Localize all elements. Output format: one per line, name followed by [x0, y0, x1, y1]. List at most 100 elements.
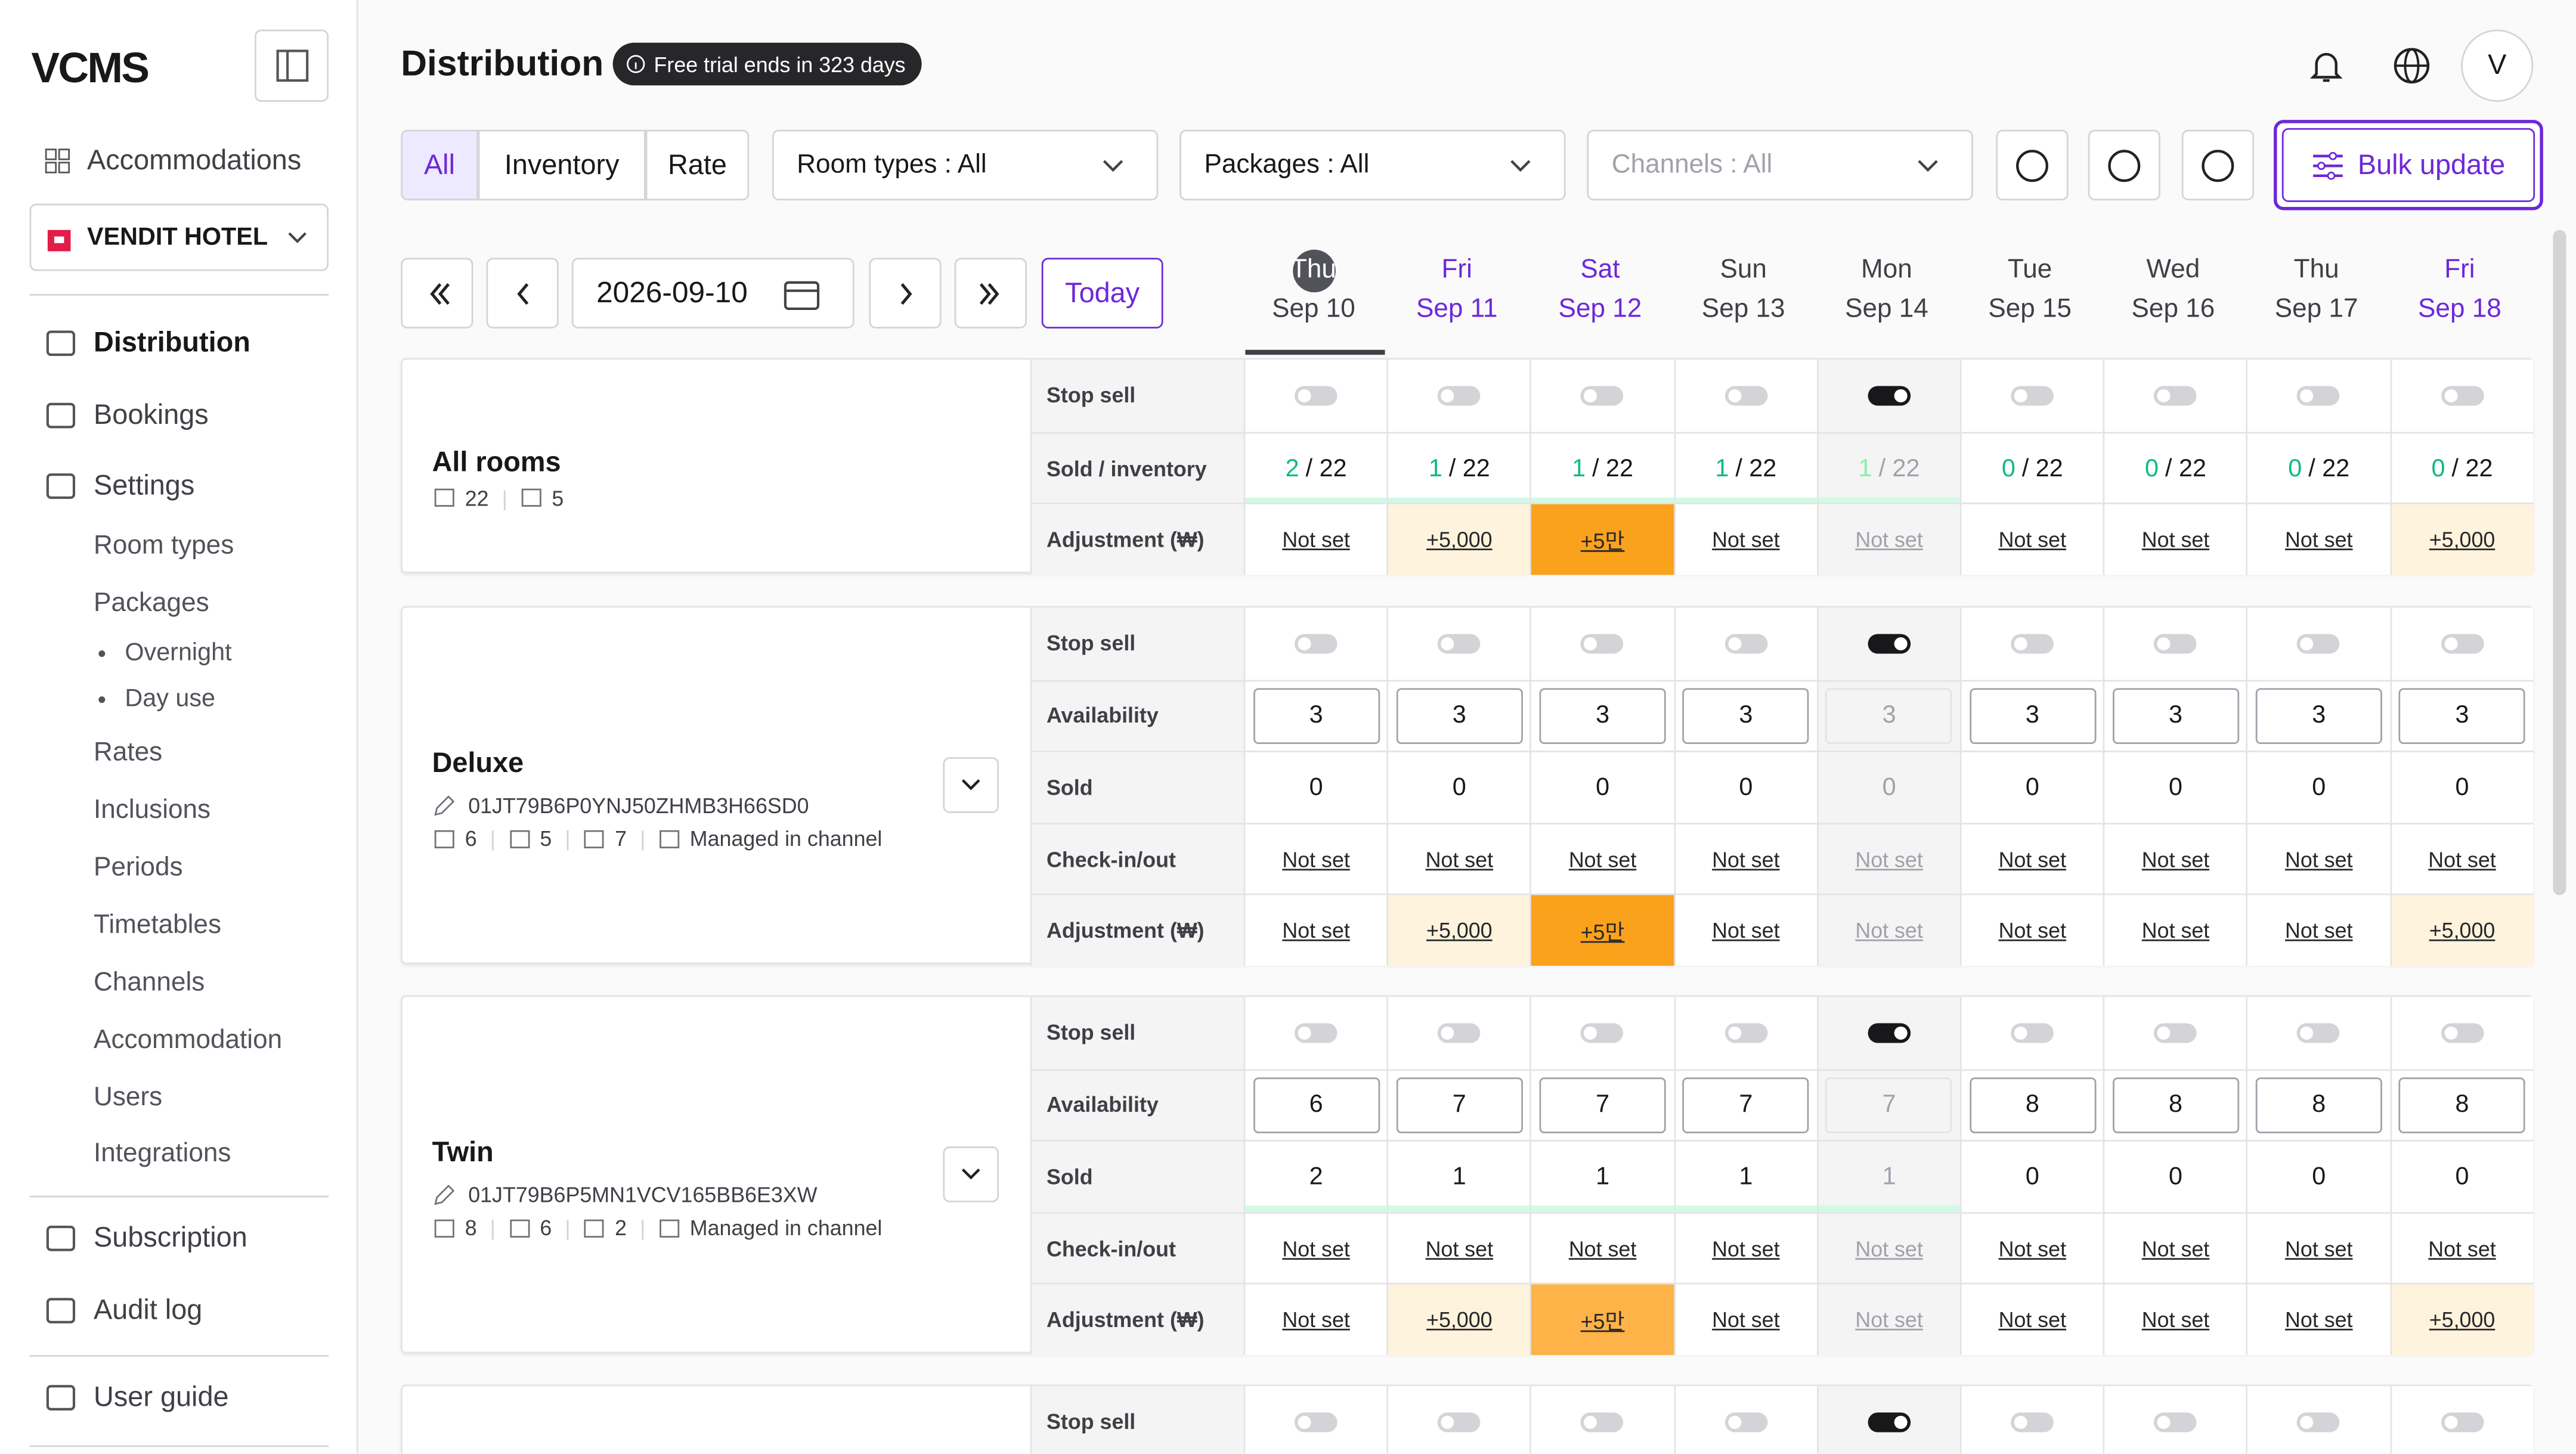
availability-input[interactable]: 7 — [1825, 1077, 1953, 1133]
availability-input[interactable]: 7 — [1539, 1077, 1666, 1133]
day-date[interactable]: Sep 12 — [1558, 295, 1642, 324]
stop-sell-toggle[interactable] — [1581, 633, 1624, 653]
date-step-button[interactable] — [401, 258, 473, 329]
cell-link[interactable]: +5,000 — [2429, 1307, 2496, 1332]
stop-sell-toggle[interactable] — [2297, 633, 2340, 653]
availability-input[interactable]: 8 — [1968, 1077, 2096, 1133]
stop-sell-toggle[interactable] — [2297, 386, 2340, 406]
cell-link[interactable]: Not set — [2285, 847, 2353, 872]
nav-item[interactable]: Bookings — [44, 399, 209, 432]
cell-link[interactable]: Not set — [1282, 918, 1350, 943]
cell-link[interactable]: Not set — [1425, 847, 1494, 872]
settings-item[interactable]: Rates — [94, 739, 163, 767]
day-date[interactable]: Sep 18 — [2418, 295, 2501, 324]
date-step-button[interactable] — [486, 258, 559, 329]
day-date[interactable]: Sep 17 — [2274, 295, 2358, 324]
settings-item[interactable]: Integrations — [94, 1140, 231, 1168]
stop-sell-toggle[interactable] — [2011, 1022, 2054, 1043]
cell-link[interactable]: Not set — [1855, 918, 1923, 943]
cell-link[interactable]: Not set — [1998, 918, 2067, 943]
stop-sell-toggle[interactable] — [1295, 1022, 1337, 1043]
stop-sell-toggle[interactable] — [2441, 1412, 2484, 1432]
stop-sell-toggle[interactable] — [1868, 633, 1911, 653]
tab[interactable]: Rate — [645, 129, 750, 201]
cell-link[interactable]: Not set — [1282, 1307, 1350, 1332]
settings-item[interactable]: Users — [94, 1084, 163, 1112]
cell-link[interactable]: Not set — [1998, 847, 2067, 872]
accommodations-link[interactable]: Accommodations — [44, 144, 301, 177]
cell-link[interactable]: Not set — [1282, 1236, 1350, 1261]
stop-sell-toggle[interactable] — [2441, 386, 2484, 406]
availability-input[interactable]: 7 — [1682, 1077, 1810, 1133]
availability-input[interactable]: 3 — [1825, 688, 1953, 744]
cell-link[interactable]: +5,000 — [2429, 918, 2496, 943]
stop-sell-toggle[interactable] — [1295, 386, 1337, 406]
availability-input[interactable]: 3 — [2112, 688, 2239, 744]
expand-button[interactable] — [943, 757, 999, 813]
cell-link[interactable]: Not set — [1855, 1307, 1923, 1332]
package-item[interactable]: Day use — [125, 684, 216, 713]
filter-select[interactable]: Room types : All — [772, 129, 1159, 201]
availability-input[interactable]: 7 — [1395, 1077, 1523, 1133]
settings-item[interactable]: Periods — [94, 854, 183, 882]
tab[interactable]: All — [401, 129, 478, 201]
settings-item[interactable]: Channels — [94, 969, 205, 997]
cell-link[interactable]: Not set — [1712, 918, 1780, 943]
stop-sell-toggle[interactable] — [2154, 386, 2197, 406]
stop-sell-toggle[interactable] — [2297, 1412, 2340, 1432]
cell-link[interactable]: Not set — [1712, 528, 1780, 553]
refresh-button[interactable] — [2181, 129, 2254, 201]
nav-item[interactable]: User guide — [44, 1381, 229, 1414]
stop-sell-toggle[interactable] — [2011, 633, 2054, 653]
settings-item[interactable]: Accommodation — [94, 1026, 283, 1055]
cell-link[interactable]: Not set — [1568, 847, 1637, 872]
stop-sell-toggle[interactable] — [2011, 1412, 2054, 1432]
cell-link[interactable]: Not set — [2141, 528, 2210, 553]
today-button[interactable]: Today — [1041, 258, 1163, 329]
stop-sell-toggle[interactable] — [1724, 386, 1767, 406]
stop-sell-toggle[interactable] — [2154, 1022, 2197, 1043]
cell-link[interactable]: +5만 — [1580, 1309, 1625, 1334]
cell-link[interactable]: Not set — [2141, 918, 2210, 943]
cell-link[interactable]: Not set — [1998, 1236, 2067, 1261]
info-button[interactable] — [2088, 129, 2160, 201]
cell-link[interactable]: Not set — [1998, 1307, 2067, 1332]
cell-link[interactable]: Not set — [1282, 528, 1350, 553]
stop-sell-toggle[interactable] — [1724, 1412, 1767, 1432]
notifications[interactable] — [2306, 46, 2346, 85]
stop-sell-toggle[interactable] — [2154, 1412, 2197, 1432]
availability-input[interactable]: 3 — [1682, 688, 1810, 744]
date-step-button[interactable] — [954, 258, 1027, 329]
availability-input[interactable]: 3 — [1395, 688, 1523, 744]
stop-sell-toggle[interactable] — [2441, 1022, 2484, 1043]
settings-item[interactable]: Room types — [94, 532, 234, 560]
cell-link[interactable]: +5,000 — [1426, 918, 1493, 943]
hotel-select[interactable]: VENDIT HOTEL — [29, 203, 329, 271]
package-item[interactable]: Overnight — [125, 638, 232, 667]
collapse-button[interactable] — [255, 29, 329, 102]
date-step-button[interactable] — [869, 258, 942, 329]
stop-sell-toggle[interactable] — [1581, 1412, 1624, 1432]
expand-button[interactable] — [943, 1146, 999, 1202]
availability-input[interactable]: 8 — [2398, 1077, 2526, 1133]
nav-item[interactable]: Settings — [44, 470, 194, 503]
cell-link[interactable]: Not set — [1855, 847, 1923, 872]
settings-item[interactable]: Timetables — [94, 912, 221, 940]
cell-link[interactable]: +5,000 — [2429, 528, 2496, 553]
stop-sell-toggle[interactable] — [1438, 633, 1481, 653]
stop-sell-toggle[interactable] — [2441, 633, 2484, 653]
stop-sell-toggle[interactable] — [1724, 1022, 1767, 1043]
stop-sell-toggle[interactable] — [1295, 633, 1337, 653]
stop-sell-toggle[interactable] — [1438, 1412, 1481, 1432]
stop-sell-toggle[interactable] — [1581, 1022, 1624, 1043]
stop-sell-toggle[interactable] — [1868, 386, 1911, 406]
nav-item[interactable]: Audit log — [44, 1294, 202, 1327]
availability-input[interactable]: 3 — [2255, 688, 2383, 744]
cell-link[interactable]: +5,000 — [1426, 528, 1493, 553]
cell-link[interactable]: Not set — [1425, 1236, 1494, 1261]
day-date[interactable]: Sep 15 — [1988, 295, 2072, 324]
cell-link[interactable]: +5,000 — [1426, 1307, 1493, 1332]
filter-select[interactable]: Packages : All — [1179, 129, 1566, 201]
availability-input[interactable]: 3 — [1539, 688, 1666, 744]
stop-sell-toggle[interactable] — [1438, 1022, 1481, 1043]
